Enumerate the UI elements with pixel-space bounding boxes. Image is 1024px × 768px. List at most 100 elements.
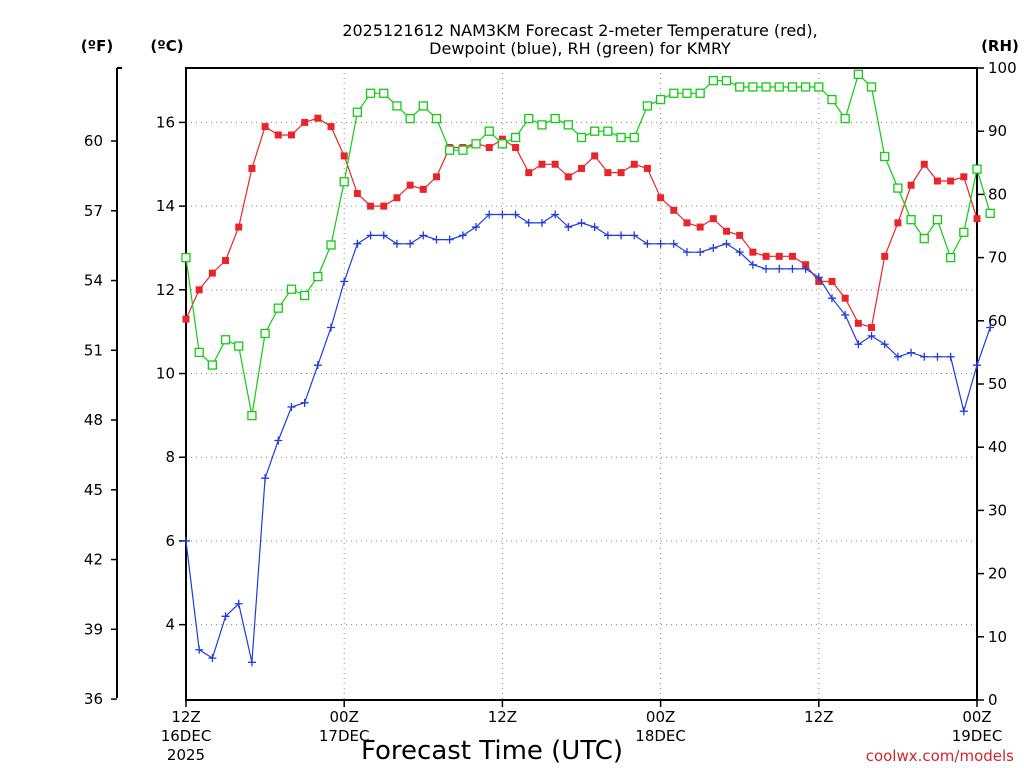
rh-point [853,69,863,79]
temperature-point [274,131,282,139]
temperature-point [802,261,810,269]
dewpoint-point [722,239,731,248]
dewpoint-point [247,658,256,667]
rh-point [866,82,877,92]
dewpoint-point [880,340,889,349]
temperature-point [788,252,796,260]
dewpoint-point [498,210,507,219]
rh-point [484,126,494,136]
dewpoint-point [603,231,612,240]
rh-point [906,215,916,225]
rh-point [787,82,798,92]
dewpoint-point [682,248,691,257]
temperature-point [419,185,427,193]
x-tick-label-time: 00Z [962,708,991,726]
rh-point [893,183,903,193]
dewpoint-point [775,264,784,273]
dewpoint-point [458,231,467,240]
grid-lines [186,68,977,700]
rh-point [814,82,824,92]
fahrenheit-tick-label: 57 [84,202,103,220]
temperature-point [261,123,269,131]
dewpoint-point [300,398,309,407]
rh-point [524,113,534,124]
dewpoint-point [762,264,771,273]
rh-tick-label: 40 [988,438,1007,456]
rh-point [972,164,982,174]
rh-point [840,113,850,124]
temperature-point [498,135,506,143]
celsius-tick-label: 12 [156,281,175,299]
dewpoint-point [551,210,560,219]
temperature-point [591,152,599,160]
rh-tick-label: 60 [988,312,1007,330]
rh-point [313,271,323,282]
dewpoint-point [327,323,336,332]
dewpoint-point [313,361,322,370]
rh-point [379,88,389,98]
x-tick-label-time: 12Z [488,708,517,726]
dewpoint-point [340,277,349,286]
dewpoint-point [827,294,836,303]
temperature-point [432,173,440,181]
temperature-point [749,248,757,256]
dewpoint-point [986,323,995,332]
celsius-unit-label: (ºC) [150,37,183,55]
dewpoint-point [801,264,810,273]
rh-point [234,341,244,351]
dewpoint-point [485,210,494,219]
fahrenheit-tick-label: 60 [84,132,103,150]
chart-title-line2: Dewpoint (blue), RH (green) for KMRY [429,39,731,58]
fahrenheit-tick-label: 39 [84,620,103,638]
dewpoint-point [445,235,454,244]
dewpoint-point [893,352,902,361]
dewpoint-point [814,273,823,282]
rh-point [959,227,969,237]
rh-point [418,101,428,111]
temperature-point [538,160,546,168]
dewpoint-point [973,361,981,370]
dewpoint-point [366,231,375,240]
rh-point [392,101,402,111]
celsius-tick-label: 8 [165,448,175,466]
rh-point [299,290,310,301]
temperature-point [287,131,295,139]
dewpoint-point [590,223,599,232]
x-axis-label: Forecast Time (UTC) [361,736,623,766]
rh-point [774,82,784,92]
rh-point [365,88,376,98]
dewpoint-point [854,340,863,349]
dewpoint-point [669,239,678,248]
temperature-point [182,315,190,323]
rh-point [326,240,336,250]
temperature-point [222,257,230,265]
rh-point [220,335,231,345]
dewpoint-point [788,264,797,273]
dewpoint-point [406,239,415,248]
dewpoint-point [208,654,217,663]
series-layer [181,69,995,667]
temperature-point [406,181,414,189]
rh-tick-label: 20 [988,565,1007,583]
rh-line [185,73,991,416]
temperature-point [314,114,322,122]
rh-point [932,215,943,225]
fahrenheit-tick-label: 48 [84,411,103,429]
rh-point [945,252,956,263]
temperature-point [578,164,585,172]
temperature-point [301,118,309,126]
rh-point [405,113,415,124]
temperature-point [696,223,704,231]
temperature-point [868,323,876,331]
rh-point [286,284,297,294]
dewpoint-point [221,612,230,621]
rh-point [273,303,283,313]
dewpoint-point [696,248,705,257]
rh-point [603,126,613,136]
temperature-point [617,169,625,177]
temperature-point [828,277,836,285]
temperature-point [973,215,981,223]
temperature-point [512,144,520,152]
x-tick-label-date: 19DEC [952,727,1003,745]
temperature-point [841,294,849,302]
